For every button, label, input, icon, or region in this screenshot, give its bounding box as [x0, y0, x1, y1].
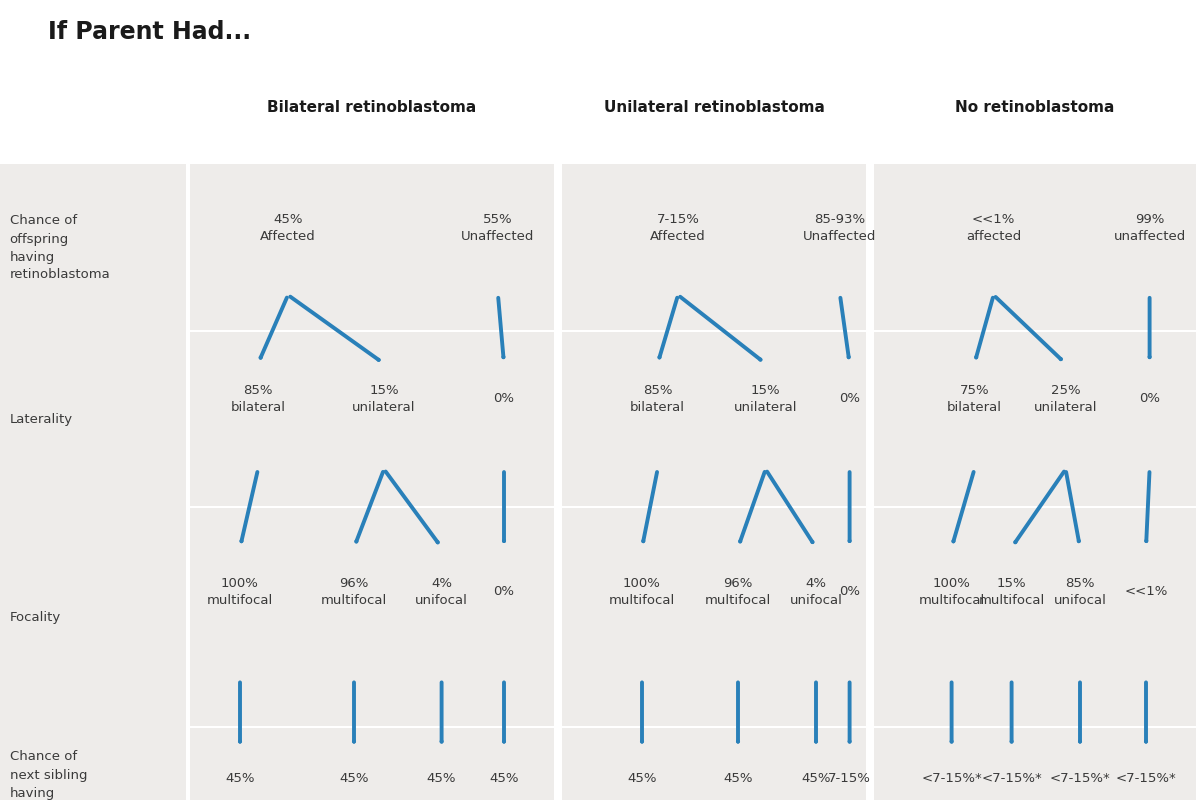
Bar — [874, 728, 1196, 800]
Text: If Parent Had...: If Parent Had... — [48, 20, 251, 44]
Text: 7-15%: 7-15% — [828, 772, 871, 785]
Bar — [190, 164, 554, 330]
Text: No retinoblastoma: No retinoblastoma — [955, 101, 1115, 115]
Bar — [0, 508, 186, 728]
Text: 85%
bilateral: 85% bilateral — [630, 384, 685, 414]
Bar — [874, 164, 1196, 330]
Text: 4%
unifocal: 4% unifocal — [790, 577, 842, 606]
Text: 0%: 0% — [493, 392, 515, 406]
Bar — [190, 332, 554, 506]
Text: Focality: Focality — [10, 611, 61, 625]
Text: 85-93%
Unaffected: 85-93% Unaffected — [803, 213, 877, 243]
Text: 15%
unilateral: 15% unilateral — [353, 384, 415, 414]
Text: 15%
multifocal: 15% multifocal — [978, 577, 1045, 606]
Text: Chance of
offspring
having
retinoblastoma: Chance of offspring having retinoblastom… — [10, 214, 110, 282]
Text: 45%: 45% — [628, 772, 656, 785]
Text: Unilateral retinoblastoma: Unilateral retinoblastoma — [604, 101, 824, 115]
Text: 4%
unifocal: 4% unifocal — [415, 577, 468, 606]
Text: <<1%: <<1% — [1124, 585, 1168, 598]
Text: 45%: 45% — [226, 772, 254, 785]
Text: 45%: 45% — [724, 772, 752, 785]
Text: <7-15%*: <7-15%* — [922, 772, 982, 785]
Text: Laterality: Laterality — [10, 414, 73, 426]
Bar — [562, 508, 866, 726]
Text: 85%
bilateral: 85% bilateral — [230, 384, 286, 414]
Text: <7-15%*: <7-15%* — [1116, 772, 1176, 785]
Text: <<1%
affected: <<1% affected — [966, 213, 1021, 243]
Bar — [874, 332, 1196, 506]
Text: <7-15%*: <7-15%* — [982, 772, 1042, 785]
Text: 96%
multifocal: 96% multifocal — [320, 577, 388, 606]
Text: 0%: 0% — [493, 585, 515, 598]
Text: 55%
Unaffected: 55% Unaffected — [461, 213, 535, 243]
Bar — [874, 508, 1196, 726]
Text: 99%
unaffected: 99% unaffected — [1114, 213, 1186, 243]
Text: 45%: 45% — [340, 772, 368, 785]
Bar — [562, 164, 866, 330]
Bar — [190, 508, 554, 726]
Text: 45%: 45% — [490, 772, 518, 785]
Text: 45%
Affected: 45% Affected — [260, 213, 316, 243]
Text: 0%: 0% — [839, 585, 860, 598]
Text: 75%
bilateral: 75% bilateral — [947, 384, 1002, 414]
Bar — [190, 728, 554, 800]
Bar — [562, 728, 866, 800]
Text: 100%
multifocal: 100% multifocal — [206, 577, 274, 606]
Text: 45%: 45% — [427, 772, 456, 785]
Bar — [0, 332, 186, 508]
Text: 96%
multifocal: 96% multifocal — [704, 577, 772, 606]
Text: 100%
multifocal: 100% multifocal — [918, 577, 985, 606]
Text: Chance of
next sibling
having
retinoblastoma: Chance of next sibling having retinoblas… — [10, 750, 110, 800]
Bar — [562, 332, 866, 506]
Text: 45%: 45% — [802, 772, 830, 785]
Text: 25%
unilateral: 25% unilateral — [1034, 384, 1097, 414]
Text: 7-15%
Affected: 7-15% Affected — [650, 213, 706, 243]
Bar — [0, 728, 186, 800]
Text: <7-15%*: <7-15%* — [1050, 772, 1110, 785]
Bar — [0, 164, 186, 332]
Text: 85%
unifocal: 85% unifocal — [1054, 577, 1106, 606]
Text: Bilateral retinoblastoma: Bilateral retinoblastoma — [268, 101, 476, 115]
Text: 15%
unilateral: 15% unilateral — [734, 384, 797, 414]
Text: 0%: 0% — [839, 392, 860, 406]
Text: 100%
multifocal: 100% multifocal — [608, 577, 676, 606]
Text: 0%: 0% — [1139, 392, 1160, 406]
